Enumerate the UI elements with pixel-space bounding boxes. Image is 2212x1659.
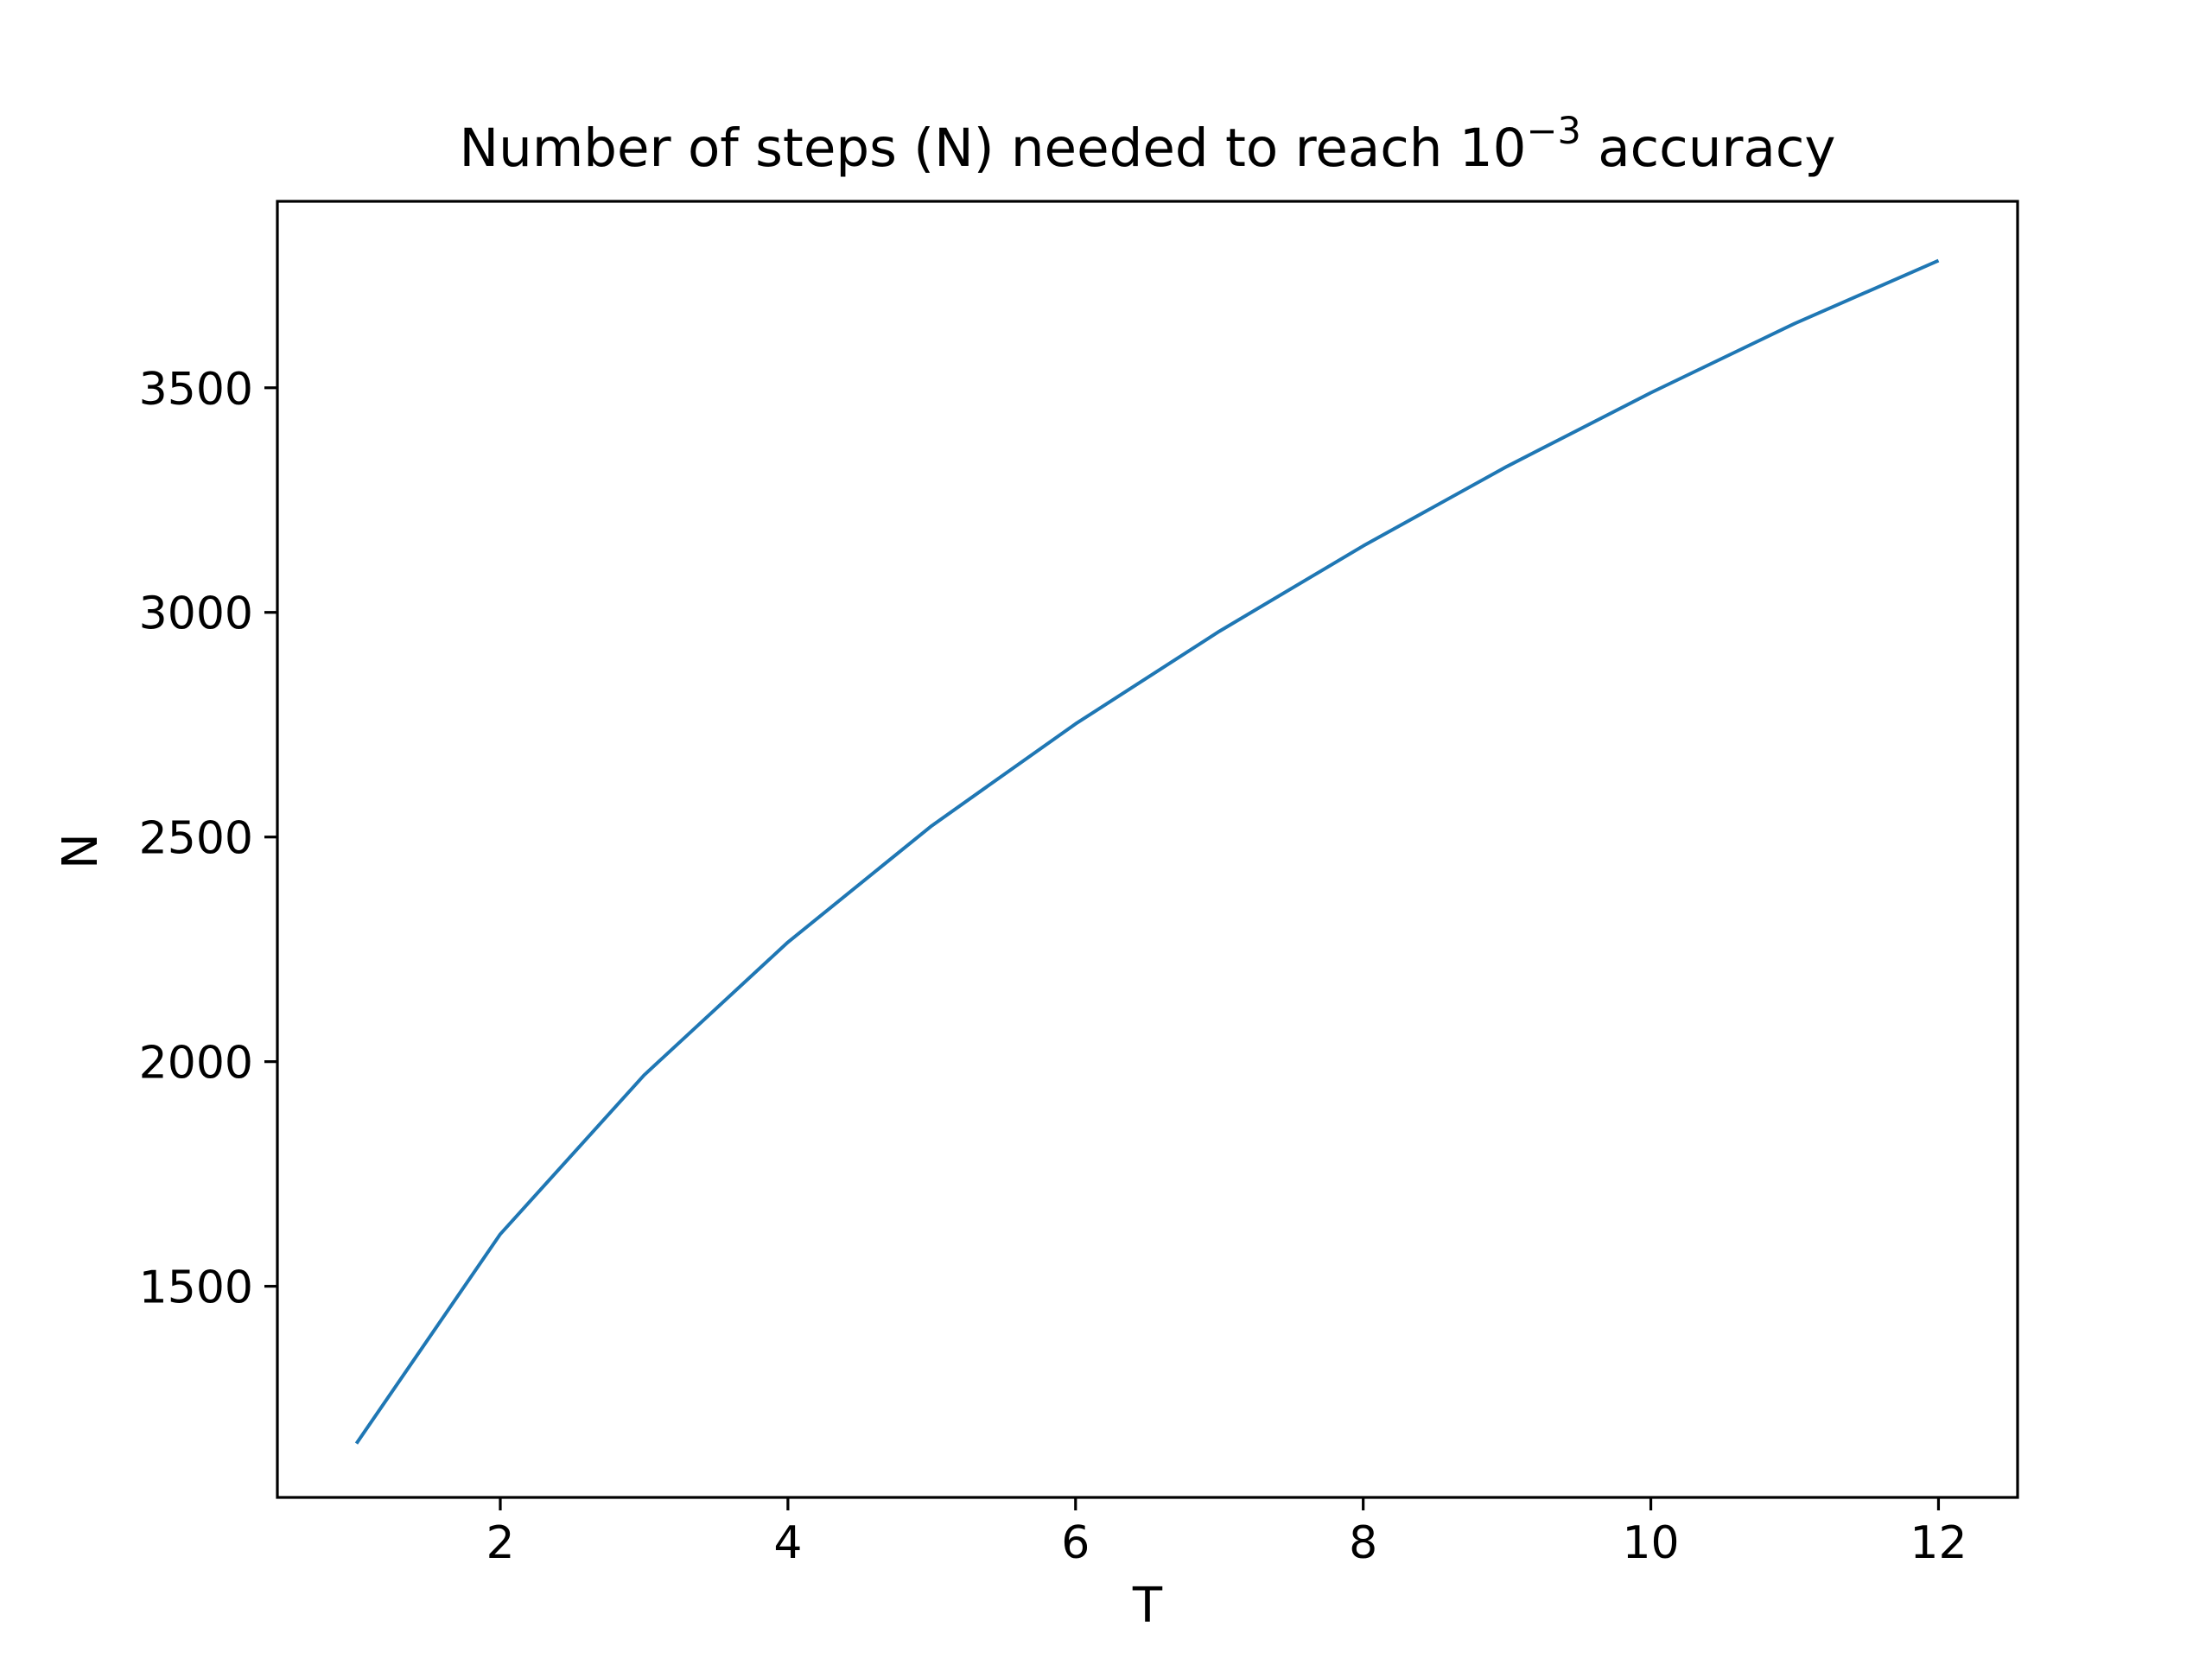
y-tick-label: 3500 xyxy=(139,364,253,416)
y-tick-label: 3000 xyxy=(139,588,253,640)
chart-title-text: Number of steps (N) needed to reach 10 xyxy=(460,118,1527,179)
chart-title-exponent: −3 xyxy=(1526,110,1580,153)
x-axis-label: T xyxy=(1132,1578,1163,1634)
y-tick-label: 1500 xyxy=(139,1262,253,1314)
x-axis: 2 4 6 8 10 12 xyxy=(486,1497,1967,1569)
x-tick-label: 2 xyxy=(486,1517,514,1569)
plot-area-frame xyxy=(276,200,2019,1499)
x-tick-label: 12 xyxy=(1910,1517,1967,1569)
chart-title: Number of steps (N) needed to reach 10−3… xyxy=(460,110,1836,179)
y-tick-label: 2000 xyxy=(139,1038,253,1090)
y-axis: 1500 2000 2500 3000 3500 xyxy=(139,364,277,1314)
chart-title-suffix: accuracy xyxy=(1581,118,1836,179)
y-axis-label: N xyxy=(53,833,109,869)
series-line xyxy=(354,258,1940,1445)
x-tick-label: 4 xyxy=(773,1517,802,1569)
y-tick-label: 2500 xyxy=(139,813,253,865)
x-tick-label: 8 xyxy=(1349,1517,1377,1569)
x-tick-label: 6 xyxy=(1061,1517,1090,1569)
x-tick-label: 10 xyxy=(1622,1517,1679,1569)
